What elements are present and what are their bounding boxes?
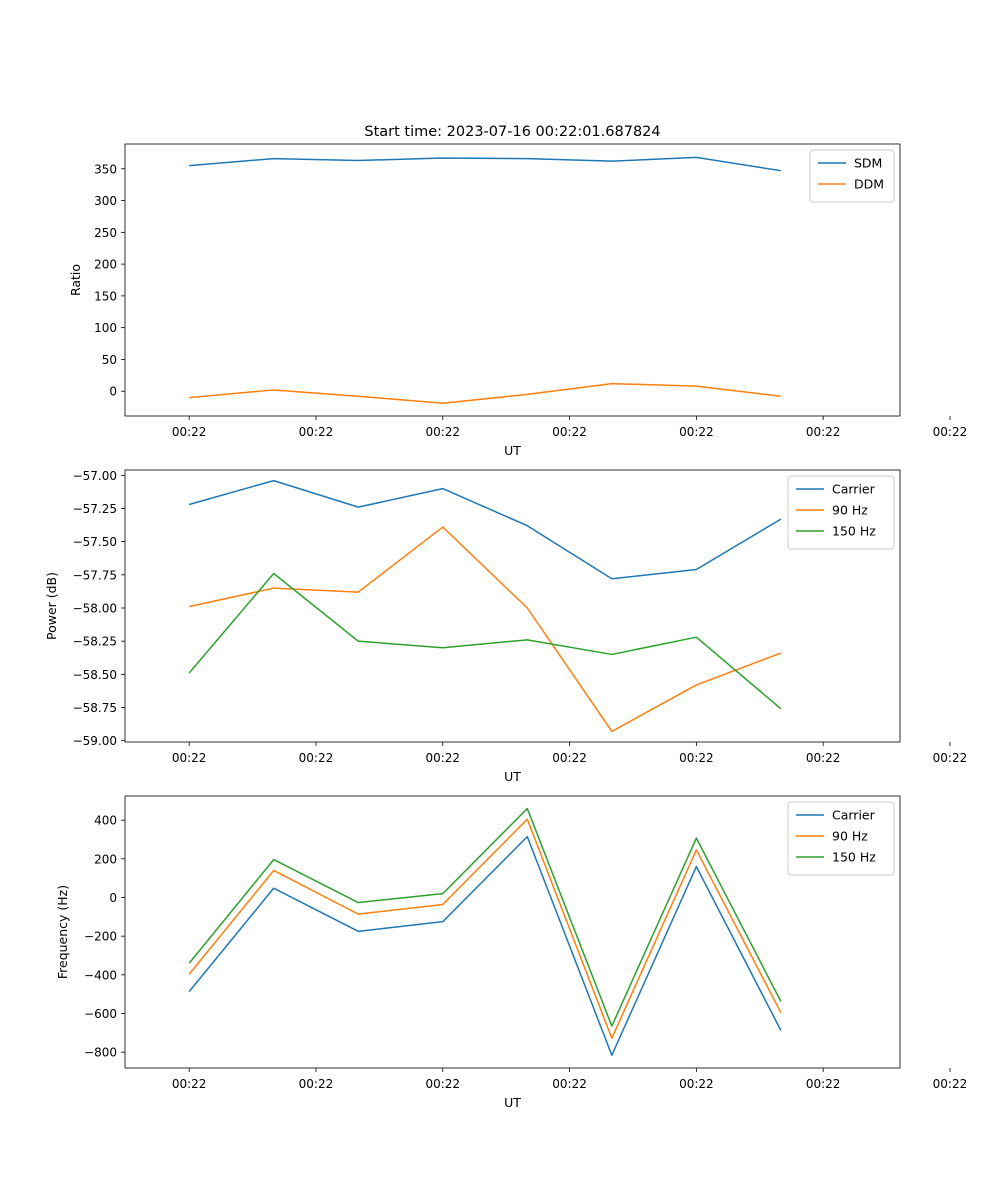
y-tick-label: 150 — [94, 289, 117, 303]
legend-entry: Carrier — [832, 808, 876, 823]
series-line-90-hz — [188, 526, 782, 733]
y-tick-label: −200 — [84, 930, 117, 944]
series-line-carrier — [188, 835, 782, 1056]
legend-entry: 90 Hz — [832, 829, 868, 844]
y-tick-label: −400 — [84, 968, 117, 982]
x-tick-label: 00:22 — [425, 425, 460, 439]
x-tick-label: 00:22 — [299, 751, 334, 765]
y-tick-label: −57.50 — [73, 535, 117, 549]
y-tick-label: 50 — [102, 353, 117, 367]
subplot-1: Start time: 2023-07-16 00:22:01.68782400… — [68, 124, 968, 458]
y-tick-label: −57.75 — [73, 568, 117, 582]
y-tick-label: −600 — [84, 1007, 117, 1021]
subplot-2: 00:2200:2200:2200:2200:2200:2200:2200:23… — [44, 469, 968, 784]
x-tick-label: 00:22 — [679, 425, 714, 439]
legend-entry: 90 Hz — [832, 503, 868, 518]
y-tick-label: −58.75 — [73, 701, 117, 715]
y-tick-label: −58.50 — [73, 668, 117, 682]
x-tick-label: 00:22 — [552, 1077, 587, 1091]
legend-entry: Carrier — [832, 482, 876, 497]
legend-entry: SDM — [854, 156, 882, 171]
y-tick-label: 200 — [94, 852, 117, 866]
x-axis-label: UT — [504, 443, 521, 458]
y-tick-label: −58.25 — [73, 635, 117, 649]
subplot-3: 00:2200:2200:2200:2200:2200:2200:2200:23… — [55, 795, 968, 1110]
x-tick-label: 00:22 — [552, 751, 587, 765]
series-line-150-hz — [188, 807, 782, 1027]
x-tick-label: 00:22 — [679, 1077, 714, 1091]
y-tick-label: −57.00 — [73, 469, 117, 483]
x-axis-label: UT — [504, 1095, 521, 1110]
x-tick-label: 00:22 — [933, 425, 968, 439]
series-line-90-hz — [188, 818, 782, 1039]
y-tick-label: 400 — [94, 814, 117, 828]
x-axis-label: UT — [504, 769, 521, 784]
x-tick-label: 00:22 — [172, 751, 207, 765]
x-tick-label: 00:22 — [679, 751, 714, 765]
legend-entry: 150 Hz — [832, 524, 876, 539]
y-tick-label: −59.00 — [73, 734, 117, 748]
x-tick-label: 00:22 — [425, 1077, 460, 1091]
x-tick-label: 00:22 — [806, 1077, 841, 1091]
y-tick-label: 0 — [109, 385, 117, 399]
legend: Carrier 90 Hz 150 Hz — [787, 475, 895, 550]
y-tick-label: 300 — [94, 194, 117, 208]
x-tick-label: 00:22 — [299, 425, 334, 439]
y-tick-label: −58.00 — [73, 601, 117, 615]
series-line-ddm — [189, 382, 781, 405]
legend: SDM DDM — [809, 149, 895, 203]
y-tick-label: 0 — [109, 891, 117, 905]
y-tick-label: 200 — [94, 258, 117, 272]
series-line-carrier — [188, 479, 782, 580]
series-line-sdm — [189, 156, 782, 172]
x-tick-label: 00:22 — [933, 1077, 968, 1091]
y-tick-label: 250 — [94, 226, 117, 240]
y-axis-label: Ratio — [68, 264, 83, 296]
axes-frame — [124, 143, 901, 417]
chart-title: Start time: 2023-07-16 00:22:01.687824 — [364, 124, 660, 140]
axes-frame — [124, 469, 901, 743]
x-tick-label: 00:22 — [299, 1077, 334, 1091]
x-tick-label: 00:22 — [425, 751, 460, 765]
y-axis-label: Frequency (Hz) — [55, 885, 70, 979]
legend: Carrier 90 Hz 150 Hz — [787, 801, 895, 876]
x-tick-label: 00:22 — [552, 425, 587, 439]
y-axis-label: Power (dB) — [44, 572, 59, 640]
legend-entry: DDM — [854, 177, 884, 192]
series-line-150-hz — [188, 572, 782, 710]
x-tick-label: 00:22 — [806, 425, 841, 439]
x-tick-label: 00:22 — [172, 1077, 207, 1091]
y-tick-label: −800 — [84, 1046, 117, 1060]
plots-container: Start time: 2023-07-16 00:22:01.68782400… — [44, 124, 968, 1110]
x-tick-label: 00:22 — [933, 751, 968, 765]
axes-frame — [124, 795, 901, 1069]
x-tick-label: 00:22 — [806, 751, 841, 765]
x-tick-label: 00:22 — [172, 425, 207, 439]
legend-entry: 150 Hz — [832, 850, 876, 865]
y-tick-label: −57.25 — [73, 502, 117, 516]
y-tick-label: 100 — [94, 321, 117, 335]
y-tick-label: 350 — [94, 162, 117, 176]
